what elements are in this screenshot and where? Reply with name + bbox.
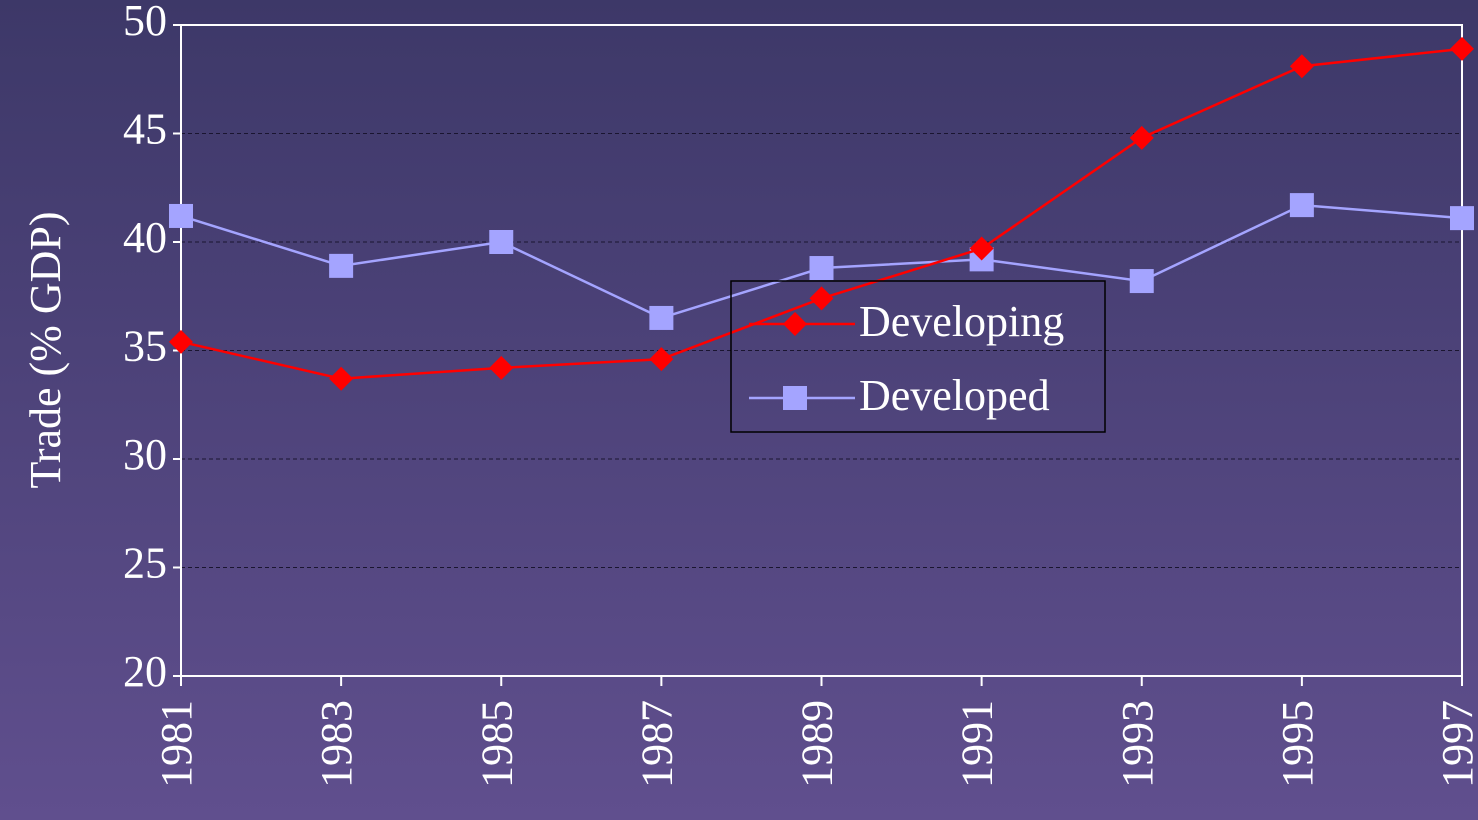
x-tick-label: 1993 [1113,700,1162,788]
legend-marker [783,386,807,410]
legend-box [730,280,1106,433]
data-point [649,305,674,330]
y-tick-label: 20 [123,647,167,696]
x-tick-label: 1991 [953,700,1002,788]
data-point [809,286,834,311]
data-point [1129,125,1154,150]
data-point [329,366,354,391]
x-tick-label: 1995 [1273,700,1322,788]
legend-label: Developed [859,371,1050,420]
legend-label: Developing [859,297,1064,346]
data-point [1450,36,1474,61]
data-point [649,347,674,372]
data-point [1450,206,1474,231]
y-axis-label: Trade (% GDP) [21,211,70,488]
data-point [489,355,514,380]
data-point [169,203,193,228]
data-point [809,256,834,281]
x-tick-label: 1983 [312,700,361,788]
x-tick-label: 1987 [632,700,681,788]
data-point [1289,193,1314,218]
data-point [169,329,193,354]
y-tick-label: 40 [123,213,167,262]
y-tick-label: 35 [123,322,167,371]
y-tick-label: 30 [123,430,167,479]
data-point [329,253,354,278]
x-tick-label: 1997 [1433,700,1478,788]
data-point [1289,54,1314,79]
x-tick-label: 1985 [472,700,521,788]
x-tick-label: 1989 [793,700,842,788]
data-point [969,236,994,261]
x-tick-label: 1981 [152,700,201,788]
y-tick-label: 25 [123,539,167,588]
data-point [489,230,514,254]
y-tick-label: 50 [123,0,167,45]
data-point [1129,269,1154,294]
y-tick-label: 45 [123,105,167,154]
legend-marker [783,312,807,336]
